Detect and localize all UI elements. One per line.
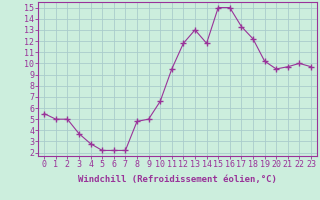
X-axis label: Windchill (Refroidissement éolien,°C): Windchill (Refroidissement éolien,°C)	[78, 175, 277, 184]
